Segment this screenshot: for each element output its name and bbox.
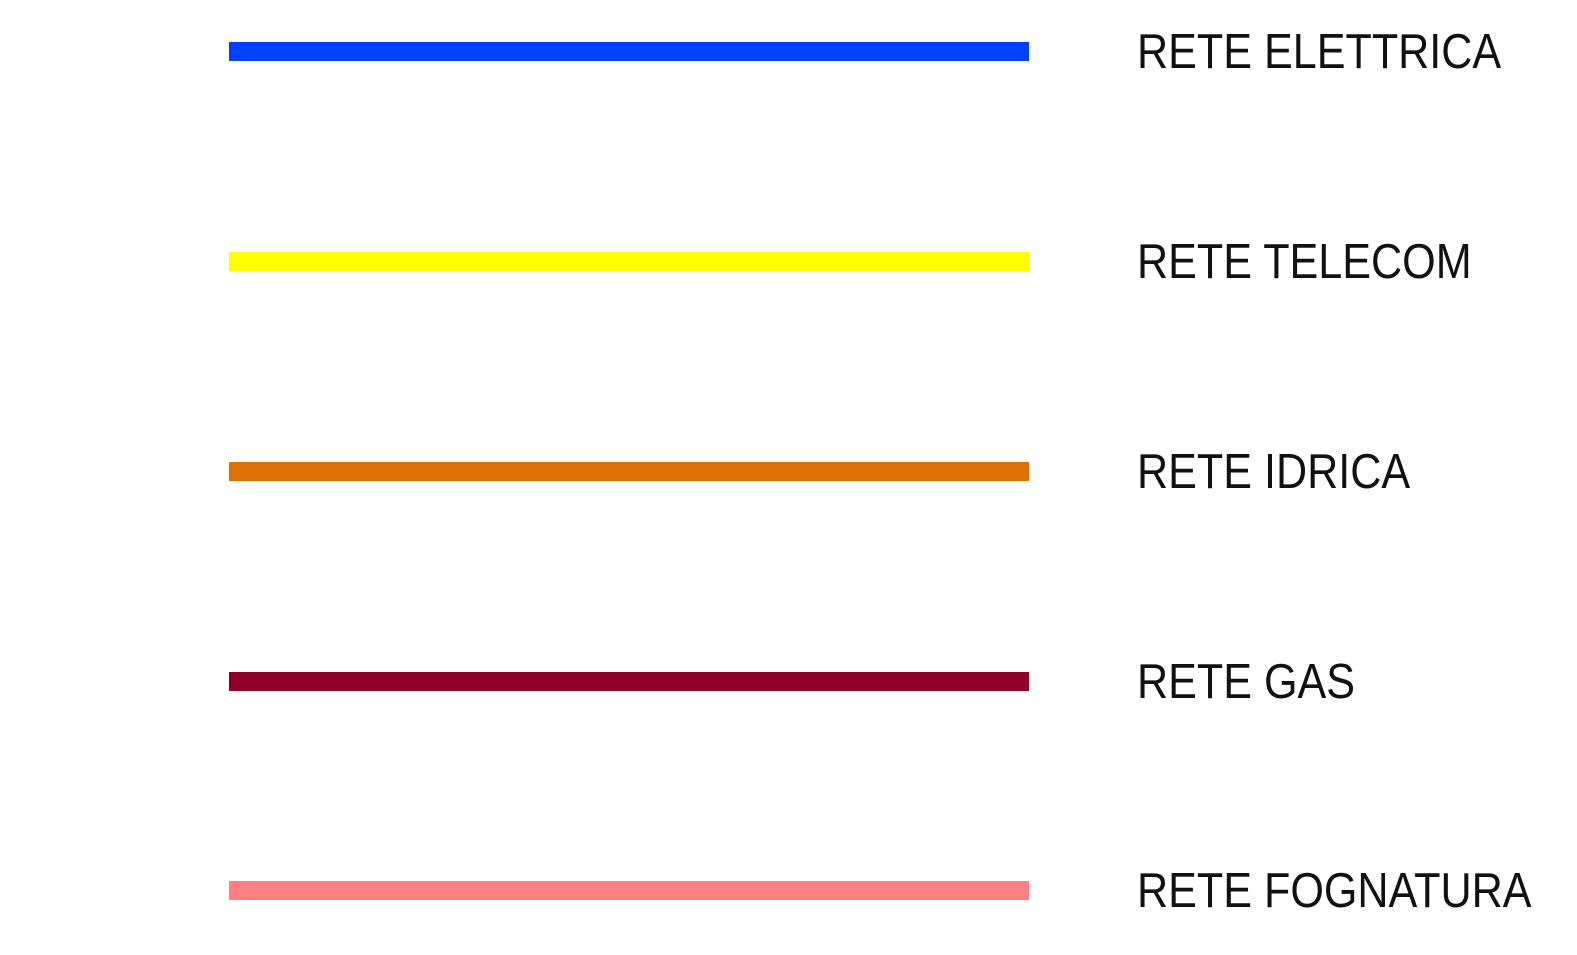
electric-network-line [229,42,1029,61]
legend-item-rete-idrica: RETE IDRICA [0,442,1577,502]
legend-item-rete-fognatura: RETE FOGNATURA [0,861,1577,921]
legend-label-rete-elettrica: RETE ELETTRICA [1137,25,1502,79]
water-network-line [229,462,1029,481]
legend-label-rete-gas: RETE GAS [1137,655,1356,709]
legend-item-rete-gas: RETE GAS [0,652,1577,712]
legend-label-rete-telecom: RETE TELECOM [1137,235,1472,289]
legend-item-rete-elettrica: RETE ELETTRICA [0,22,1577,82]
sewer-network-line [229,881,1029,900]
gas-network-line [229,672,1029,691]
legend-label-rete-fognatura: RETE FOGNATURA [1137,864,1532,918]
telecom-network-line [229,252,1029,271]
legend-item-rete-telecom: RETE TELECOM [0,232,1577,292]
legend-label-rete-idrica: RETE IDRICA [1137,445,1411,499]
